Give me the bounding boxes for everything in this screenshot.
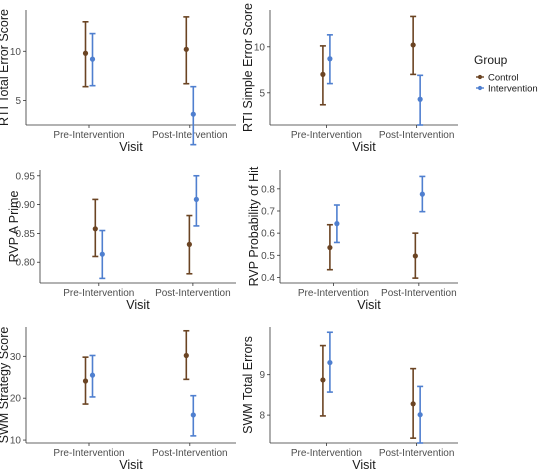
y-axis-title: RVP A Prime — [7, 191, 21, 263]
y-tick-label: 0.7 — [261, 206, 275, 217]
panel-1: 5 10 Pre-Intervention Post-Intervention Visi… — [0, 9, 236, 154]
y-tick-label: 5 — [259, 88, 265, 99]
x-axis-title: Visit — [126, 298, 150, 312]
y-tick-label: 0.6 — [261, 229, 275, 240]
x-axis-title: Visit — [119, 140, 143, 154]
data-point — [320, 71, 326, 77]
panel-3: 0.80 0.85 0.90 0.95 Pre-Intervention Post-Int… — [7, 170, 236, 312]
data-point — [92, 226, 98, 232]
data-point — [82, 50, 89, 56]
data-point — [186, 241, 192, 247]
legend-label: Control — [488, 72, 519, 83]
legend-key-point — [477, 74, 483, 80]
y-tick-label: 8 — [259, 411, 265, 422]
data-point — [89, 372, 96, 378]
data-point — [417, 412, 423, 418]
data-point — [327, 56, 333, 62]
panel-2: 5 10 Pre-Intervention Post-InterventionVisi… — [241, 3, 458, 154]
y-axis-title: SWM Total Errors — [241, 336, 255, 434]
x-tick-label: Pre-Intervention — [291, 448, 362, 459]
data-point — [334, 221, 340, 227]
x-axis-title: Visit — [357, 298, 381, 312]
x-tick-label: Post-Intervention — [155, 288, 231, 299]
y-tick-label: 0.80 — [16, 258, 36, 269]
data-point — [89, 56, 96, 62]
legend-label: Intervention — [488, 83, 538, 94]
y-tick-label: 9 — [259, 370, 265, 381]
y-tick-label: 0.4 — [261, 273, 275, 284]
data-point — [327, 244, 333, 251]
data-point — [193, 196, 199, 203]
x-tick-label: Pre-Intervention — [291, 130, 362, 141]
data-point — [190, 111, 196, 117]
panel-4: 0.4 0.5 0.6 0.7 0.8 Pre-Intervention Post-Inte… — [247, 166, 458, 312]
y-tick-label: 0.95 — [16, 171, 36, 182]
y-axis-title: RTI Total Error Score — [0, 9, 11, 126]
data-point — [410, 401, 416, 407]
panel-6: 8 9 Pre-Intervention Post-InterventionVisit… — [241, 327, 458, 472]
y-tick-label: 30 — [10, 352, 22, 363]
data-point — [183, 46, 189, 52]
x-tick-label: Pre-Intervention — [298, 288, 369, 299]
y-axis-title: RTI Simple Error Score — [241, 3, 255, 132]
x-tick-label: Post-Intervention — [152, 130, 228, 141]
y-tick-label: 20 — [10, 394, 22, 405]
data-point — [419, 191, 425, 197]
x-tick-label: Post-Intervention — [379, 130, 455, 141]
data-point — [99, 251, 105, 257]
x-tick-label: Pre-Intervention — [53, 448, 124, 459]
panel-5: 10 20 30 Pre-Intervention Post-Intervention V… — [0, 327, 236, 472]
x-tick-label: Post-Intervention — [381, 288, 457, 299]
x-tick-label: Pre-Intervention — [63, 288, 134, 299]
y-tick-label: 0.90 — [16, 200, 36, 211]
data-point — [412, 253, 418, 259]
x-axis-title: Visit — [352, 458, 376, 472]
data-point — [190, 412, 196, 418]
data-point — [417, 96, 423, 102]
x-tick-label: Post-Intervention — [379, 448, 455, 459]
legend-title: Group — [474, 53, 508, 67]
data-point — [327, 359, 333, 366]
legend-key-point — [477, 85, 483, 91]
data-point — [320, 377, 326, 383]
x-tick-label: Pre-Intervention — [53, 130, 124, 141]
data-point — [183, 352, 189, 359]
y-tick-label: 0.8 — [261, 184, 275, 195]
x-axis-title: Visit — [352, 140, 376, 154]
x-axis-title: Visit — [119, 458, 143, 472]
y-tick-label: 0.85 — [16, 229, 36, 240]
y-tick-label: 10 — [10, 436, 22, 447]
y-tick-label: 0.5 — [261, 251, 275, 262]
y-axis-title: RVP Probability of Hit — [247, 166, 261, 286]
y-tick-label: 10 — [10, 47, 22, 58]
y-axis-title: SWM Strategy Score — [0, 327, 11, 444]
data-point — [410, 42, 416, 48]
y-tick-label: 5 — [15, 96, 21, 107]
y-tick-label: 10 — [254, 42, 266, 53]
x-tick-label: Post-Intervention — [152, 448, 228, 459]
data-point — [82, 378, 89, 384]
